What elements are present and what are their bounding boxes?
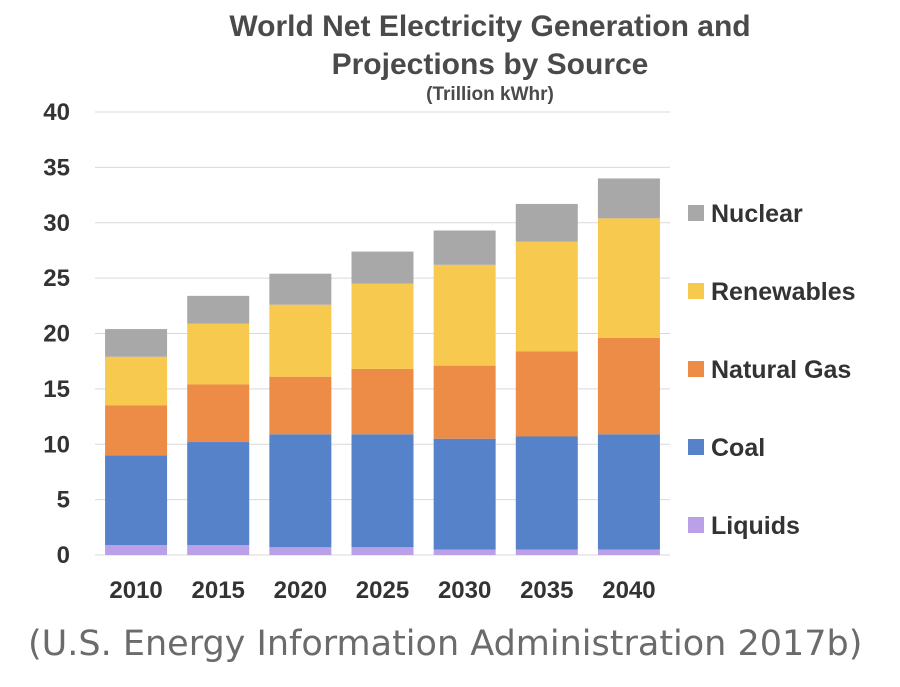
y-tick-label: 25 bbox=[43, 265, 70, 292]
y-tick-label: 10 bbox=[43, 431, 70, 458]
legend-label: Renewables bbox=[711, 278, 856, 306]
x-tick-label: 2020 bbox=[274, 577, 327, 604]
y-tick-label: 0 bbox=[57, 542, 70, 569]
legend-label: Natural Gas bbox=[711, 356, 851, 384]
y-tick-label: 35 bbox=[43, 154, 70, 181]
legend-swatch bbox=[688, 439, 704, 455]
y-axis: 0 5 10 15 20 25 30 35 40 bbox=[43, 99, 70, 569]
bar-segment-renewables bbox=[515, 241, 578, 352]
bar-segment-liquids bbox=[515, 549, 578, 555]
bar-segment-nuclear bbox=[105, 329, 168, 357]
x-axis: 2010 2015 2020 2025 2030 2035 2040 bbox=[109, 577, 655, 604]
bar-segment-liquids bbox=[269, 547, 332, 555]
bar-segment-liquids bbox=[351, 547, 414, 555]
legend-swatch bbox=[688, 517, 704, 533]
bars bbox=[105, 178, 660, 555]
bar-segment-nuclear bbox=[433, 230, 496, 265]
x-tick-label: 2035 bbox=[520, 577, 573, 604]
legend-swatch bbox=[688, 361, 704, 377]
bar-segment-renewables bbox=[105, 356, 168, 406]
bar-segment-renewables bbox=[269, 304, 332, 377]
x-tick-label: 2015 bbox=[192, 577, 245, 604]
bar-segment-renewables bbox=[187, 323, 250, 385]
bar-segment-coal bbox=[351, 434, 414, 548]
bar-segment-renewables bbox=[433, 264, 496, 366]
bar-segment-liquids bbox=[105, 545, 168, 555]
bar-segment-coal bbox=[187, 442, 250, 546]
bar-segment-nuclear bbox=[269, 273, 332, 305]
legend-label: Liquids bbox=[711, 512, 800, 540]
bar-segment-coal bbox=[597, 434, 660, 550]
bar-segment-liquids bbox=[187, 545, 250, 555]
legend-swatch bbox=[688, 283, 704, 299]
y-tick-label: 20 bbox=[43, 321, 70, 348]
y-tick-label: 5 bbox=[57, 487, 70, 514]
bar-segment-natural-gas bbox=[187, 384, 250, 443]
bar-segment-natural-gas bbox=[351, 368, 414, 435]
bar-segment-natural-gas bbox=[269, 376, 332, 435]
chart-subtitle: (Trillion kWhr) bbox=[426, 84, 554, 105]
chart-title-line2: Projections by Source bbox=[332, 48, 649, 81]
y-tick-label: 30 bbox=[43, 210, 70, 237]
bar-segment-coal bbox=[269, 434, 332, 548]
legend: Nuclear Renewables Natural Gas Coal Liquids bbox=[688, 200, 856, 540]
bar-segment-natural-gas bbox=[433, 365, 496, 439]
bar-segment-nuclear bbox=[515, 203, 578, 242]
chart-title-line1: World Net Electricity Generation and bbox=[229, 10, 750, 43]
bar-segment-renewables bbox=[597, 218, 660, 338]
bar-segment-liquids bbox=[597, 549, 660, 555]
bar-segment-natural-gas bbox=[597, 337, 660, 435]
legend-swatch bbox=[688, 205, 704, 221]
x-tick-label: 2030 bbox=[438, 577, 491, 604]
bar-segment-natural-gas bbox=[515, 351, 578, 437]
bar-segment-liquids bbox=[433, 549, 496, 555]
bar-segment-nuclear bbox=[187, 295, 250, 324]
bar-segment-natural-gas bbox=[105, 405, 168, 456]
y-tick-label: 15 bbox=[43, 376, 70, 403]
bar-segment-renewables bbox=[351, 283, 414, 369]
y-tick-label: 40 bbox=[43, 99, 70, 126]
legend-label: Coal bbox=[711, 434, 765, 462]
x-tick-label: 2010 bbox=[109, 577, 162, 604]
bar-segment-coal bbox=[515, 436, 578, 550]
bar-segment-nuclear bbox=[597, 178, 660, 219]
x-tick-label: 2025 bbox=[356, 577, 409, 604]
chart: World Net Electricity Generation and Pro… bbox=[43, 10, 856, 604]
source-note: (U.S. Energy Information Administration … bbox=[28, 624, 863, 664]
legend-label: Nuclear bbox=[711, 200, 803, 228]
bar-segment-nuclear bbox=[351, 251, 414, 284]
bar-segment-coal bbox=[105, 455, 168, 546]
x-tick-label: 2040 bbox=[602, 577, 655, 604]
bar-segment-coal bbox=[433, 438, 496, 550]
